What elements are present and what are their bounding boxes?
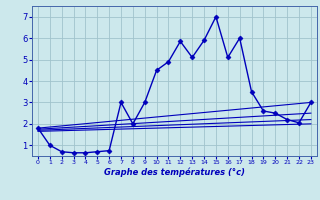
X-axis label: Graphe des températures (°c): Graphe des températures (°c): [104, 168, 245, 177]
